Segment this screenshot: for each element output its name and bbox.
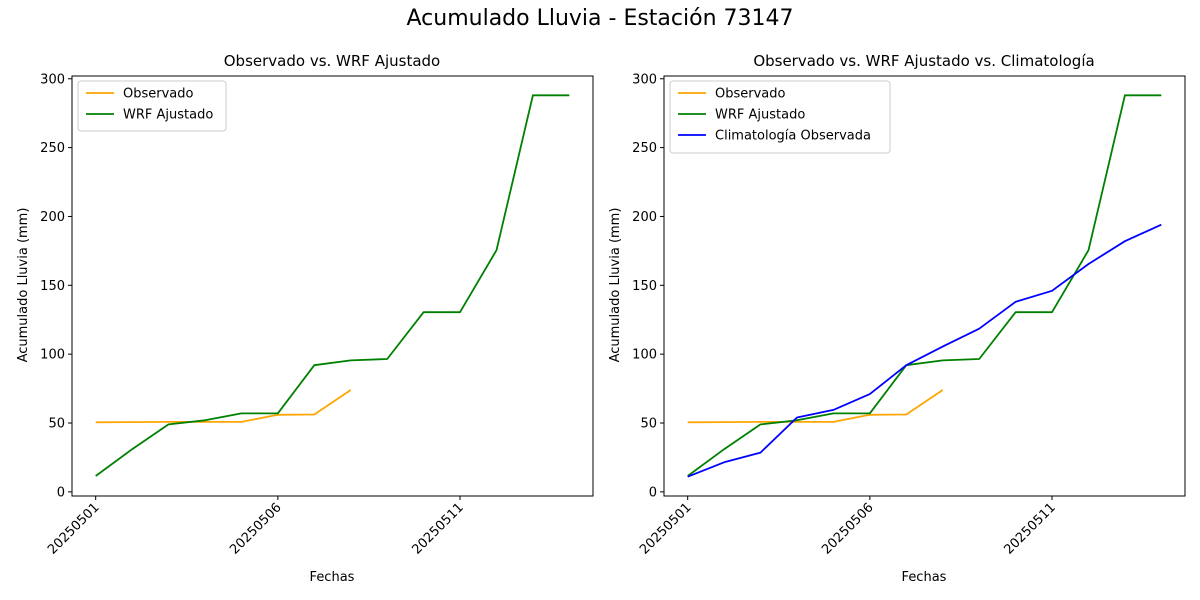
axes-frame bbox=[663, 75, 1186, 497]
series-line-climatologia-observada bbox=[687, 223, 1162, 478]
y-tick-label: 150 bbox=[632, 279, 657, 294]
y-tick-label: 150 bbox=[40, 279, 65, 294]
legend-box bbox=[77, 80, 227, 132]
y-tick-label: 0 bbox=[57, 485, 65, 500]
plot-area: 0 50 100 150 200 250 300 20250501 20250506 202505… bbox=[632, 72, 1186, 558]
x-tick-label: 20250501 bbox=[637, 500, 694, 557]
axes-frame bbox=[71, 75, 594, 497]
legend-label: Climatología Observada bbox=[715, 129, 871, 144]
series-line-observado bbox=[687, 389, 944, 424]
legend: Observado WRF Ajustado Climatología Observ… bbox=[669, 80, 891, 154]
x-axis-label: Fechas bbox=[310, 570, 355, 585]
y-tick-label: 50 bbox=[640, 417, 657, 432]
legend-label: Observado bbox=[123, 87, 194, 102]
y-tick-label: 300 bbox=[40, 72, 65, 87]
series-line-wrf-ajustado bbox=[687, 94, 1162, 477]
y-axis-label: Acumulado Lluvia (mm) bbox=[608, 208, 623, 363]
y-tick-label: 200 bbox=[632, 210, 657, 225]
y-tick-label: 300 bbox=[632, 72, 657, 87]
x-tick-label: 20250511 bbox=[409, 500, 466, 557]
series-line-observado bbox=[95, 389, 352, 424]
y-tick-label: 250 bbox=[40, 141, 65, 156]
x-tick-label: 20250511 bbox=[1001, 500, 1058, 557]
legend-box bbox=[669, 80, 891, 154]
plot-area: 0 50 100 150 200 250 300 20250501 20250506 202505… bbox=[40, 72, 594, 558]
legend-label: WRF Ajustado bbox=[715, 108, 805, 123]
legend-label: WRF Ajustado bbox=[123, 108, 213, 123]
x-tick-label: 20250501 bbox=[45, 500, 102, 557]
chart-observado-vs-wrf: Observado vs. WRF Ajustado Fechas Acumul… bbox=[16, 52, 594, 585]
y-tick-label: 50 bbox=[48, 417, 65, 432]
chart-title: Observado vs. WRF Ajustado bbox=[224, 52, 440, 70]
x-tick-label: 20250506 bbox=[227, 500, 284, 557]
figure-title: Acumulado Lluvia - Estación 73147 bbox=[406, 6, 794, 31]
x-tick-label: 20250506 bbox=[819, 500, 876, 557]
series-line-wrf-ajustado bbox=[95, 94, 570, 477]
legend-label: Observado bbox=[715, 87, 786, 102]
chart-observado-vs-wrf-vs-climatologia: Observado vs. WRF Ajustado vs. Climatolo… bbox=[608, 52, 1186, 585]
y-tick-label: 200 bbox=[40, 210, 65, 225]
y-tick-label: 0 bbox=[649, 485, 657, 500]
y-tick-label: 250 bbox=[632, 141, 657, 156]
y-tick-label: 100 bbox=[632, 348, 657, 363]
y-tick-label: 100 bbox=[40, 348, 65, 363]
chart-title: Observado vs. WRF Ajustado vs. Climatolo… bbox=[753, 52, 1094, 70]
x-axis-label: Fechas bbox=[902, 570, 947, 585]
legend: Observado WRF Ajustado bbox=[77, 80, 227, 132]
y-axis-label: Acumulado Lluvia (mm) bbox=[16, 208, 31, 363]
